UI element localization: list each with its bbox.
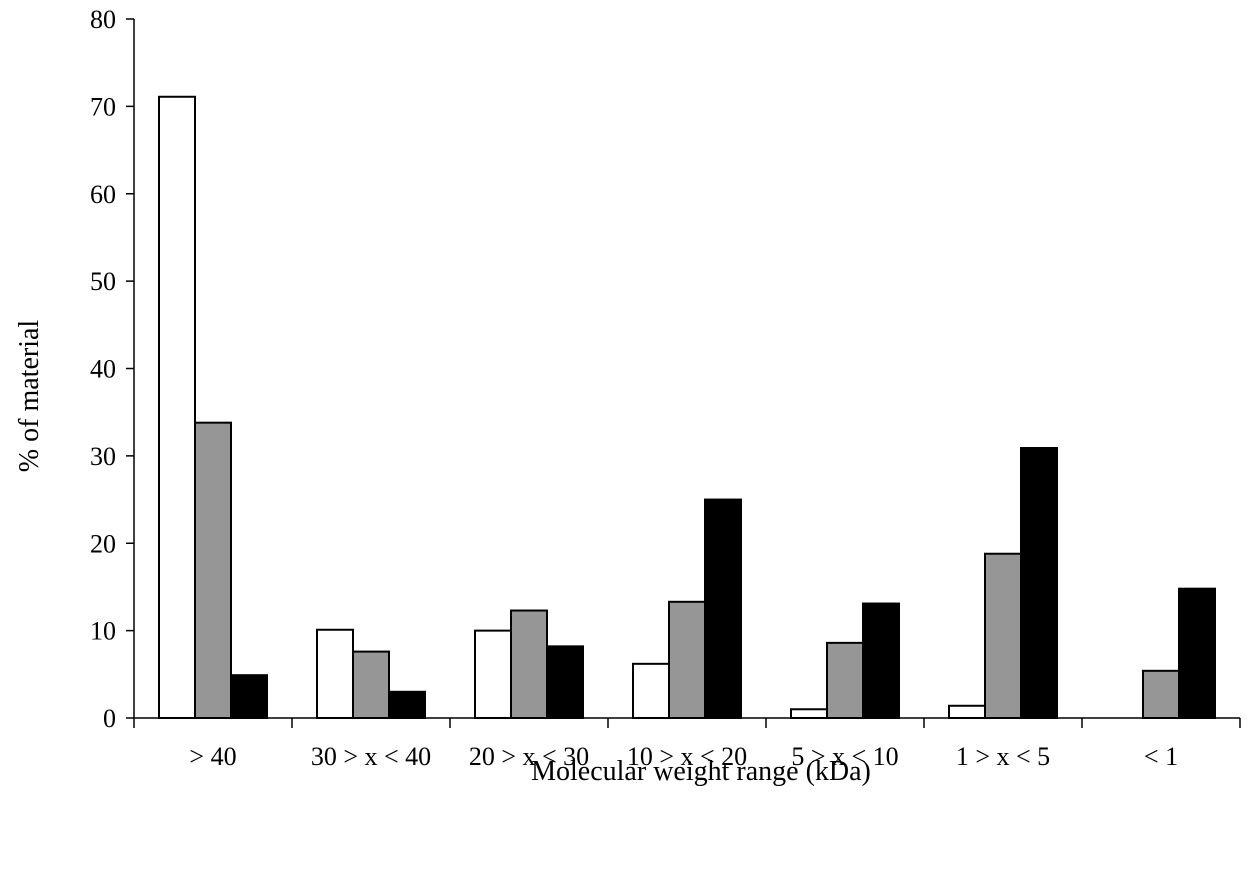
y-tick-label: 20 bbox=[90, 529, 116, 558]
x-axis-title: Molecular weight range (kDa) bbox=[531, 756, 871, 787]
x-tick-label: 10 > x < 20 bbox=[627, 742, 747, 771]
bar-series-3-cat-2 bbox=[388, 690, 426, 719]
bar-series-1-cat-4 bbox=[632, 662, 670, 720]
bar-series-3-cat-5 bbox=[862, 602, 900, 720]
bar-series-2-cat-1 bbox=[194, 421, 232, 719]
x-tick-label: 30 > x < 40 bbox=[311, 742, 431, 771]
y-tick-label: 10 bbox=[90, 617, 116, 646]
bar-series-2-cat-4 bbox=[668, 600, 706, 720]
x-tick-label: 20 > x < 30 bbox=[469, 742, 589, 771]
y-tick-label: 60 bbox=[90, 180, 116, 209]
y-tick-label: 50 bbox=[90, 267, 116, 296]
bar-series-1-cat-2 bbox=[316, 628, 354, 719]
bar-series-3-cat-7 bbox=[1178, 587, 1216, 719]
x-tick-label: 1 > x < 5 bbox=[956, 742, 1050, 771]
y-tick-label: 30 bbox=[90, 442, 116, 471]
bar-series-2-cat-5 bbox=[826, 641, 864, 719]
bar-series-3-cat-6 bbox=[1020, 447, 1058, 719]
tick-labels-group: 0 10 20 30 40 50 60 70 80 > 40 30 > x < 40 20 > x <… bbox=[90, 5, 1178, 771]
x-tick-label: < 1 bbox=[1144, 742, 1178, 771]
bar-series-1-cat-1 bbox=[158, 95, 196, 720]
bar-series-3-cat-3 bbox=[546, 645, 584, 719]
bar-series-2-cat-7 bbox=[1142, 669, 1180, 720]
y-tick-label: 40 bbox=[90, 355, 116, 384]
x-tick-label: 5 > x < 10 bbox=[791, 742, 898, 771]
bar-series-2-cat-2 bbox=[352, 650, 390, 719]
bars-group bbox=[158, 95, 1216, 720]
y-tick-label: 0 bbox=[103, 704, 116, 733]
y-tick-label: 70 bbox=[90, 92, 116, 121]
bar-series-1-cat-6 bbox=[948, 704, 986, 720]
bar-series-3-cat-4 bbox=[704, 498, 742, 719]
bar-series-2-cat-3 bbox=[510, 609, 548, 719]
x-tick-label: > 40 bbox=[189, 742, 236, 771]
y-axis-title: % of material bbox=[14, 320, 45, 473]
bar-series-1-cat-5 bbox=[790, 708, 828, 720]
y-tick-label: 80 bbox=[90, 5, 116, 34]
bar-series-3-cat-1 bbox=[230, 674, 268, 720]
bar-series-2-cat-6 bbox=[984, 552, 1022, 719]
bar-series-1-cat-3 bbox=[474, 629, 512, 719]
axes-group bbox=[126, 18, 1241, 728]
